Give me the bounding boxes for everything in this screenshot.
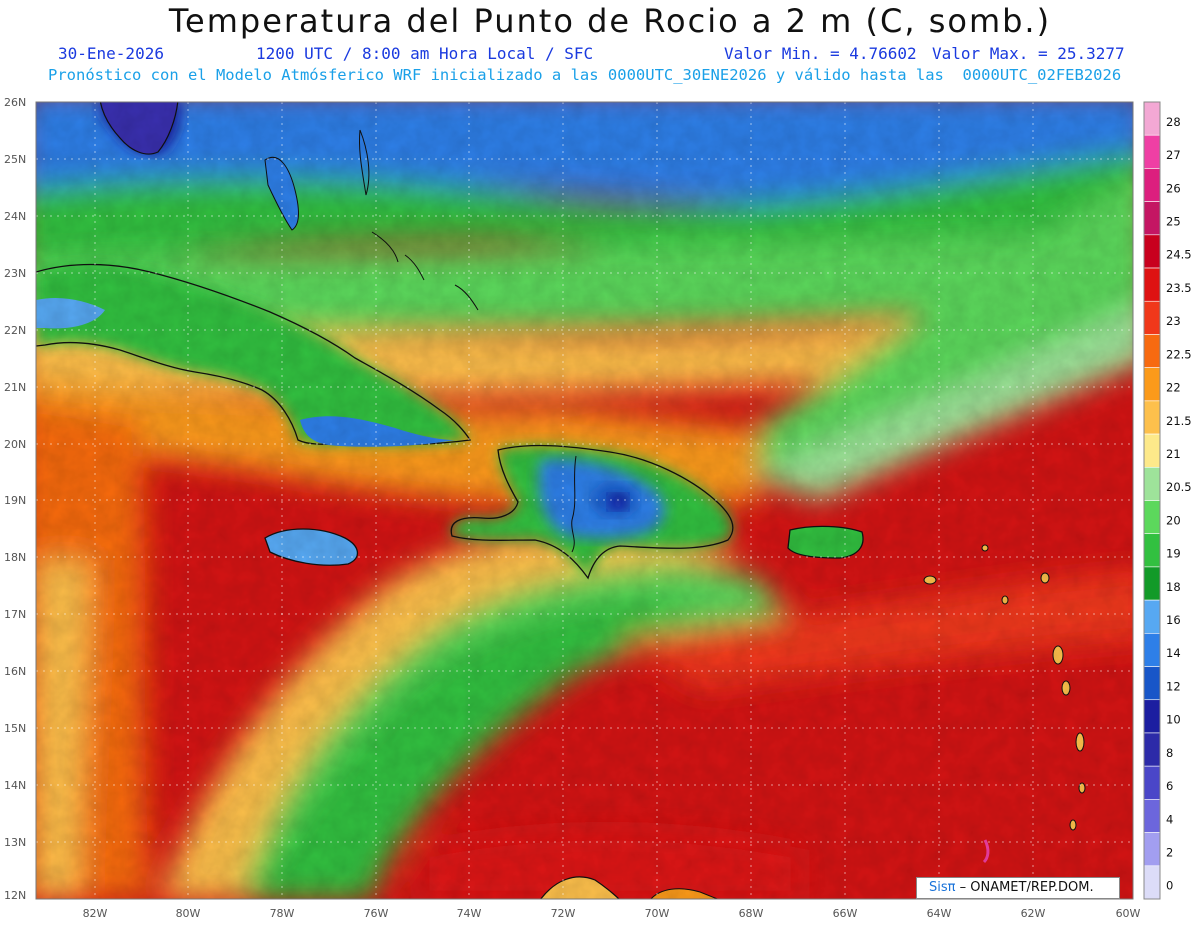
legend-swatch [1143, 433, 1161, 468]
legend-swatch [1143, 732, 1161, 767]
legend-label: 21 [1166, 447, 1181, 461]
lon-label: 78W [270, 907, 295, 920]
max-value: Valor Max. = 25.3277 [932, 44, 1125, 63]
legend-label: 23.5 [1166, 281, 1192, 295]
legend-swatch [1143, 234, 1161, 269]
legend-swatch [1143, 765, 1161, 800]
lon-label: 66W [833, 907, 858, 920]
lon-label: 68W [739, 907, 764, 920]
legend-swatch [1143, 500, 1161, 535]
lat-label: 14N [4, 779, 26, 792]
legend-swatch [1143, 300, 1161, 335]
legend-swatch [1143, 201, 1161, 236]
legend-label: 12 [1166, 679, 1181, 693]
lat-label: 24N [4, 210, 26, 223]
lat-label: 12N [4, 889, 26, 902]
legend-label: 6 [1166, 779, 1173, 793]
legend-label: 20.5 [1166, 480, 1192, 494]
sispi-logo-text: Sisπ [929, 880, 956, 895]
legend-label: 20 [1166, 513, 1181, 527]
legend-label: 23 [1166, 314, 1181, 328]
lon-label: 62W [1021, 907, 1046, 920]
lat-label: 25N [4, 153, 26, 166]
legend-swatch [1143, 267, 1161, 302]
lon-label: 76W [364, 907, 389, 920]
legend-label: 26 [1166, 181, 1181, 195]
legend-label: 19 [1166, 547, 1181, 561]
legend-label: 22 [1166, 381, 1181, 395]
lat-label: 23N [4, 267, 26, 280]
lat-label: 22N [4, 324, 26, 337]
legend-swatch [1143, 134, 1161, 169]
legend-label: 21.5 [1166, 414, 1192, 428]
legend-swatch [1143, 799, 1161, 833]
forecast-date: 30-Ene-2026 [58, 44, 164, 63]
legend-label: 28 [1166, 115, 1181, 129]
lon-label: 64W [927, 907, 952, 920]
legend-label: 2 [1166, 845, 1173, 859]
longitude-labels: 82W 80W 78W 76W 74W 72W 70W 68W 66W 64W … [83, 907, 1141, 920]
lon-label: 72W [551, 907, 576, 920]
legend-swatch [1143, 832, 1161, 867]
model-info-line: Pronóstico con el Modelo Atmósferico WRF… [48, 66, 1122, 84]
lat-label: 15N [4, 722, 26, 735]
legend-label: 18 [1166, 580, 1181, 594]
map-frame [35, 101, 1134, 900]
legend-frame [1143, 101, 1161, 900]
lat-label: 20N [4, 438, 26, 451]
legend-label: 27 [1166, 148, 1181, 162]
legend-label: 14 [1166, 646, 1181, 660]
lon-label: 70W [645, 907, 670, 920]
legend-swatch [1143, 533, 1161, 568]
credit-box: Sisπ – ONAMET/REP.DOM. [916, 877, 1120, 899]
legend-swatch [1143, 566, 1161, 601]
lat-label: 26N [4, 96, 26, 109]
legend-label: 22.5 [1166, 347, 1192, 361]
legend-swatch [1143, 367, 1161, 402]
legend-swatch [1143, 168, 1161, 202]
legend-label: 24.5 [1166, 248, 1192, 262]
lat-label: 13N [4, 836, 26, 849]
legend-label: 10 [1166, 713, 1181, 727]
legend-swatch [1143, 666, 1161, 701]
map-title: Temperatura del Punto de Rocio a 2 m (C,… [168, 2, 1052, 40]
legend-label: 25 [1166, 215, 1181, 229]
lon-label: 60W [1116, 907, 1141, 920]
legend-label: 8 [1166, 746, 1173, 760]
color-legend: 2827262524.523.52322.52221.52120.5201918… [1143, 101, 1192, 900]
legend-label: 4 [1166, 812, 1173, 826]
credit-text: – ONAMET/REP.DOM. [955, 880, 1094, 895]
lat-label: 17N [4, 608, 26, 621]
lat-label: 21N [4, 381, 26, 394]
legend-swatch [1143, 865, 1161, 900]
legend-swatch [1143, 400, 1161, 435]
legend-swatch [1143, 101, 1161, 136]
legend-swatch [1143, 633, 1161, 667]
forecast-time: 1200 UTC / 8:00 am Hora Local / SFC [256, 44, 594, 63]
lat-label: 18N [4, 551, 26, 564]
lon-label: 74W [457, 907, 482, 920]
legend-swatch [1143, 334, 1161, 368]
legend-swatch [1143, 466, 1161, 501]
legend-swatch [1143, 699, 1161, 734]
legend-swatch [1143, 599, 1161, 634]
lon-label: 80W [176, 907, 201, 920]
lat-label: 16N [4, 665, 26, 678]
legend-label: 16 [1166, 613, 1181, 627]
lat-lon-grid [36, 102, 1133, 899]
lon-label: 82W [83, 907, 108, 920]
min-value: Valor Min. = 4.76602 [724, 44, 917, 63]
dewpoint-field [36, 102, 1133, 899]
lat-label: 19N [4, 494, 26, 507]
legend-label: 0 [1166, 879, 1173, 893]
latitude-labels: 26N 25N 24N 23N 22N 21N 20N 19N 18N 17N … [4, 96, 26, 902]
